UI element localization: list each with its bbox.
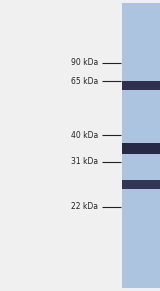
Text: 65 kDa: 65 kDa [71, 77, 98, 86]
Bar [122, 143, 160, 154]
Bar [122, 180, 160, 189]
Bar [122, 3, 160, 288]
Text: 40 kDa: 40 kDa [71, 131, 98, 140]
Text: 22 kDa: 22 kDa [71, 202, 98, 211]
Text: 31 kDa: 31 kDa [71, 157, 98, 166]
Bar [122, 81, 160, 90]
Text: 90 kDa: 90 kDa [71, 58, 98, 67]
